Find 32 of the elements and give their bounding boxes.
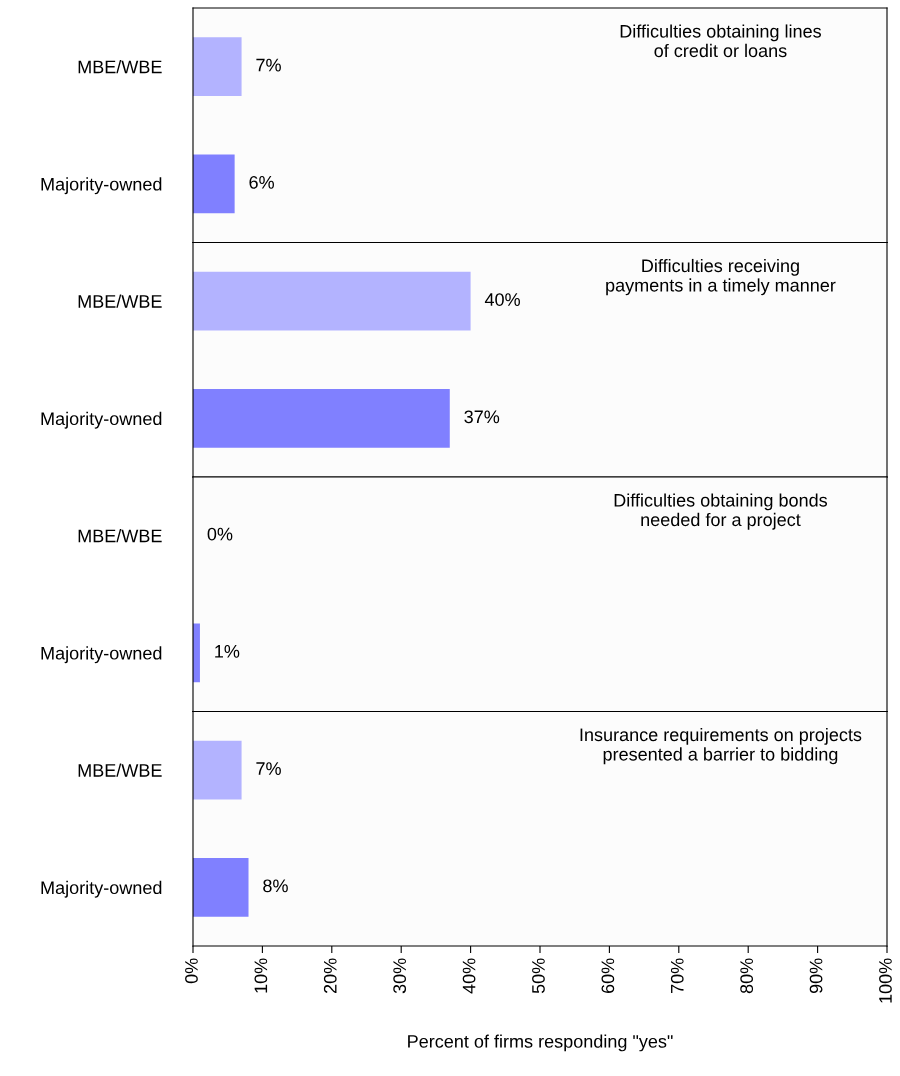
x-axis-title: Percent of firms responding "yes"	[408, 1034, 673, 1052]
text: Difficulties receiving payments in a timely manner	[606, 258, 836, 296]
data-label: 6%	[249, 175, 274, 189]
data-label: 7%	[256, 762, 281, 775]
y-tick-label: Majority-owned	[41, 646, 162, 664]
y-tick-label: MBE/WBE	[78, 763, 162, 777]
text: Difficulties obtaining bonds needed for a project	[614, 493, 828, 530]
text: Insurance requirements on projects presented a barrier to bidding	[580, 727, 862, 765]
x-tick-label: 20%	[323, 958, 337, 994]
data-label: 37%	[464, 410, 500, 424]
y-tick-label: Majority-owned	[41, 880, 162, 898]
x-tick-label: 40%	[462, 958, 476, 994]
y-tick-label: Majority-owned	[41, 177, 162, 195]
text: Difficulties obtaining lines of credit or loans	[620, 24, 821, 58]
data-label: 1%	[215, 645, 240, 658]
x-tick-label: 30%	[393, 958, 407, 994]
data-label: 0%	[207, 527, 233, 541]
x-tick-label: 10%	[254, 958, 268, 993]
y-tick-label: Majority-owned	[41, 411, 162, 429]
data-label: 7%	[256, 58, 281, 72]
x-tick-label: 90%	[809, 958, 823, 994]
x-tick-label: 80%	[740, 958, 754, 994]
data-label: 8%	[263, 879, 288, 893]
x-tick-label: 50%	[532, 958, 545, 994]
x-tick-label: 100%	[879, 958, 892, 1003]
data-label: 40%	[484, 293, 520, 306]
y-tick-label: MBE/WBE	[78, 529, 162, 543]
x-tick-label: 70%	[670, 958, 684, 994]
x-tick-label: 60%	[601, 958, 615, 994]
y-tick-label: MBE/WBE	[78, 294, 162, 308]
y-tick-label: MBE/WBE	[78, 60, 162, 74]
x-tick-label: 0%	[185, 958, 198, 984]
